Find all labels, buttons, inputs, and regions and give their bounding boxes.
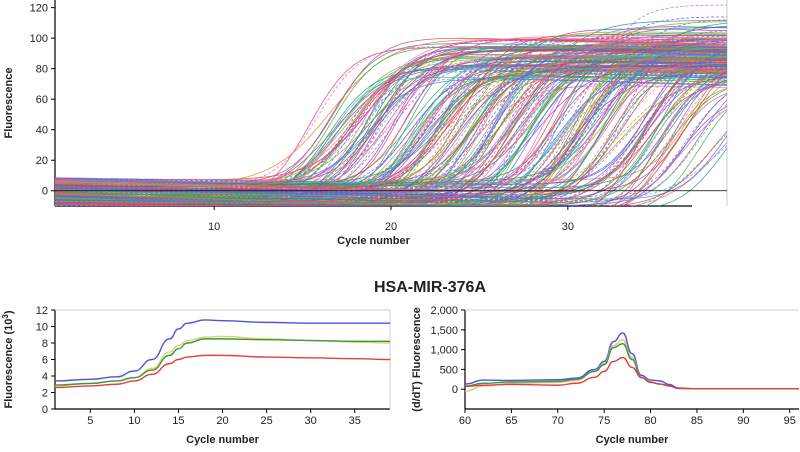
amplification-curve (55, 71, 727, 206)
y-tick-label: 120 (30, 3, 48, 15)
amplification-plot-hsa-mir-376a: 0 2 4 6 8 10 12 5 10 15 20 25 30 35 Cycle number Fluore… (1, 305, 391, 446)
x-axis-label: Cycle number (596, 434, 669, 446)
x-tick-label: 20 (216, 415, 228, 427)
x-tick-label: 5 (87, 415, 93, 427)
amplification-curve (55, 63, 727, 204)
y-tick-label: 2,000 (430, 305, 458, 317)
amplification-curve (55, 70, 727, 205)
y-tick-label: 10 (36, 322, 48, 334)
amplification-curve (55, 80, 727, 206)
x-tick-label: 80 (644, 415, 656, 427)
amplification-curve (433, 71, 727, 206)
x-tick-label: 75 (598, 415, 610, 427)
amplification-curve (55, 69, 727, 206)
y-tick-label: 12 (36, 305, 48, 317)
x-tick-label: 30 (305, 415, 317, 427)
curves (55, 4, 727, 206)
y-tick-label: 1,000 (430, 345, 458, 357)
amplification-curve (55, 42, 727, 186)
amplification-curve (55, 46, 727, 196)
y-axis-label: Fluorescence (103) (1, 310, 15, 408)
amplification-curve (440, 47, 727, 206)
series-line-3 (54, 354, 391, 389)
x-tick-label: 70 (552, 415, 564, 427)
y-axis-label: (d/dT) Fluorescence (411, 307, 423, 412)
amplification-curve (461, 59, 727, 206)
series-line-0 (54, 319, 390, 382)
y-tick-label: 40 (36, 125, 48, 137)
series-line-2 (54, 338, 390, 386)
y-tick-label: 8 (42, 338, 48, 350)
amplification-curve (484, 76, 727, 206)
amplification-curve (613, 80, 727, 206)
x-tick-label: 90 (737, 415, 749, 427)
y-tick-label: 0 (452, 384, 458, 396)
y-axis-label: Fluorescence (3, 68, 15, 139)
amplification-curve (465, 62, 727, 206)
y-tick-label: 20 (36, 155, 48, 167)
amplification-curve (55, 47, 727, 189)
amplification-curve (55, 75, 727, 206)
y-tick-label: 500 (440, 364, 458, 376)
amplification-curve (55, 130, 727, 206)
amplification-curve (494, 72, 727, 206)
x-tick-label: 10 (128, 415, 140, 427)
amplification-curve (55, 60, 727, 202)
amplification-curve (55, 76, 727, 206)
y-tick-label: 80 (36, 64, 48, 76)
amplification-curve (55, 94, 727, 202)
y-tick-label: 4 (42, 371, 48, 383)
y-tick-label: 2 (42, 388, 48, 400)
amplification-curve (55, 53, 727, 192)
amplification-curve (55, 44, 727, 191)
x-tick-label: 85 (691, 415, 703, 427)
x-axis-label: Cycle number (186, 434, 259, 446)
amplification-curve (278, 70, 727, 206)
y-tick-label: 60 (36, 94, 48, 106)
x-axis-label: Cycle number (337, 235, 410, 247)
series-line-1 (54, 335, 391, 387)
x-tick-label: 60 (459, 415, 471, 427)
amplification-curve (55, 39, 727, 195)
series-line-3 (464, 356, 799, 390)
melt-curve-plot: 0 500 1,000 1,500 2,000 60 65 70 75 80 85 90 95 Cycle… (411, 305, 799, 446)
amplification-curve (55, 34, 727, 188)
amplification-curve (591, 61, 727, 206)
amplification-curve (404, 51, 727, 206)
x-tick-label: 95 (784, 415, 796, 427)
x-tick-label: 10 (208, 221, 220, 233)
amplification-curve (596, 72, 727, 206)
series-line-2 (464, 342, 799, 390)
series-line-1 (464, 338, 799, 392)
amplification-curve (55, 76, 727, 206)
amplification-curve (55, 77, 727, 206)
y-tick-label: 0 (42, 404, 48, 416)
x-tick-label: 20 (385, 221, 397, 233)
y-tick-label: 1,500 (430, 325, 458, 337)
x-tick-label: 65 (505, 415, 517, 427)
x-tick-label: 25 (260, 415, 272, 427)
amplification-curve (535, 69, 727, 206)
amplification-curve (413, 82, 727, 206)
x-tick-label: 30 (562, 221, 574, 233)
amplification-curve (55, 43, 727, 191)
y-tick-label: 100 (30, 33, 48, 45)
y-tick-label: 0 (42, 186, 48, 198)
amplification-plot: 0 20 40 60 80 100 120 10 20 30 Cycle number Fluores… (3, 0, 728, 247)
y-tick-label: 6 (42, 355, 48, 367)
x-tick-label: 15 (172, 415, 184, 427)
amplification-curve (55, 69, 727, 196)
x-tick-label: 35 (349, 415, 361, 427)
chart-title: HSA-MIR-376A (374, 279, 486, 296)
series-line-0 (464, 332, 799, 390)
